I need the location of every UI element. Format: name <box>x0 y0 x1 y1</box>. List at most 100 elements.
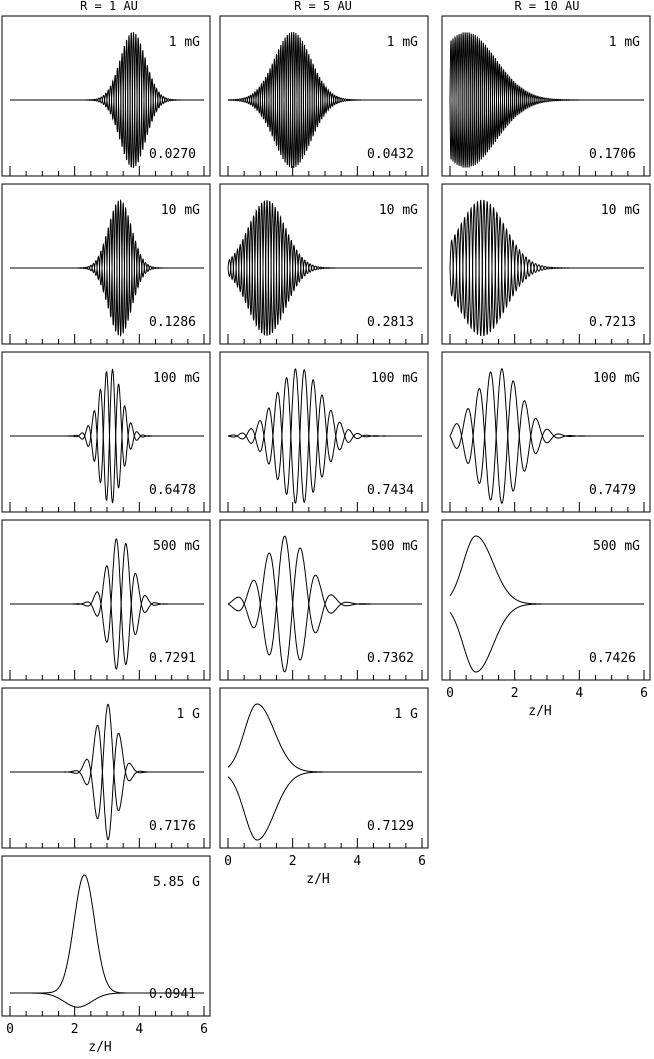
x-tick-label: 6 <box>200 1022 208 1037</box>
panels: 1 mG 0.0270 10 mG 0.1286 100 mG 0.6478 500 mG 0… <box>1 15 651 1017</box>
field-label: 5.85 G <box>153 875 200 890</box>
field-label: 10 mG <box>379 203 418 218</box>
value-label: 0.7176 <box>149 819 196 834</box>
x-tick-label: 2 <box>289 854 297 869</box>
series-lower <box>10 200 204 337</box>
field-label: 500 mG <box>153 539 200 554</box>
x-tick-label: 6 <box>640 686 648 701</box>
x-tick-label: 2 <box>71 1022 79 1037</box>
series-upper <box>10 703 204 820</box>
panel-frame <box>219 519 429 681</box>
column-title-5au: R = 5 AU <box>294 0 352 13</box>
panel-frame <box>441 183 651 345</box>
panel-r-10-au-500-mg: 500 mG 0.7426 <box>441 519 651 681</box>
x-tick-label: 0 <box>224 854 232 869</box>
panel-frame <box>441 15 651 177</box>
panel-r-1-au-100-mg: 100 mG 0.6478 <box>1 351 211 513</box>
panel-r-5-au-500-mg: 500 mG 0.7362 <box>219 519 429 681</box>
value-label: 0.1286 <box>149 315 196 330</box>
panel-frame <box>1 15 211 177</box>
value-label: 0.6478 <box>149 483 196 498</box>
series-upper <box>10 368 204 502</box>
field-label: 1 mG <box>387 35 418 50</box>
field-label: 100 mG <box>153 371 200 386</box>
panel-r-1-au-10-mg: 10 mG 0.1286 <box>1 183 211 345</box>
x-tick-label: 6 <box>418 854 426 869</box>
x-tick-label: 0 <box>6 1022 14 1037</box>
x-tick-label: 2 <box>511 686 519 701</box>
value-label: 0.7213 <box>589 315 636 330</box>
x-axis-label: z/H <box>88 1040 111 1055</box>
series-lower <box>10 724 204 841</box>
series-upper <box>227 703 422 773</box>
panel-r-10-au-1-mg: 1 mG 0.1706 <box>441 15 651 177</box>
series-upper <box>449 368 644 501</box>
series-lower <box>227 368 422 503</box>
field-label: 100 mG <box>371 371 418 386</box>
series-upper <box>10 538 204 666</box>
series-lower <box>227 771 422 841</box>
x-axis-label: z/H <box>528 704 551 719</box>
value-label: 0.0270 <box>149 147 196 162</box>
field-label: 1 G <box>395 707 419 722</box>
x-tick-label: 4 <box>353 854 361 869</box>
series-upper <box>10 874 204 994</box>
x-tick-label: 0 <box>446 686 454 701</box>
column-title-10au: R = 10 AU <box>514 0 579 13</box>
panel-r-10-au-100-mg: 100 mG 0.7479 <box>441 351 651 513</box>
x-axis-label: z/H <box>306 872 329 887</box>
series-lower <box>227 32 422 168</box>
panel-frame <box>219 687 429 849</box>
panel-r-1-au-1-g: 1 G 0.7176 <box>1 687 211 849</box>
panel-frame <box>441 351 651 513</box>
field-label: 1 mG <box>609 35 640 50</box>
panel-frame <box>219 15 429 177</box>
panel-frame <box>219 351 429 513</box>
field-label: 10 mG <box>161 203 200 218</box>
series-lower <box>227 200 422 336</box>
panel-frame <box>1 519 211 681</box>
field-label: 500 mG <box>371 539 418 554</box>
series-lower <box>10 992 204 1008</box>
panel-frame <box>1 855 211 1017</box>
panel-r-10-au-10-mg: 10 mG 0.7213 <box>441 183 651 345</box>
value-label: 0.7479 <box>589 483 636 498</box>
panel-r-1-au-5-85-g: 5.85 G 0.0941 <box>1 855 211 1017</box>
panel-r-1-au-1-mg: 1 mG 0.0270 <box>1 15 211 177</box>
value-label: 0.0941 <box>149 987 196 1002</box>
value-label: 0.7291 <box>149 651 196 666</box>
panel-r-5-au-1-g: 1 G 0.7129 <box>219 687 429 849</box>
value-label: 0.2813 <box>367 315 414 330</box>
x-tick-label: 4 <box>575 686 583 701</box>
panel-r-5-au-100-mg: 100 mG 0.7434 <box>219 351 429 513</box>
series-lower <box>449 603 644 673</box>
series-lower <box>449 199 644 337</box>
series-lower <box>10 370 204 504</box>
field-label: 500 mG <box>593 539 640 554</box>
value-label: 0.7434 <box>367 483 414 498</box>
panel-frame <box>1 687 211 849</box>
panel-frame <box>441 519 651 681</box>
field-label: 1 G <box>177 707 201 722</box>
value-label: 0.7362 <box>367 651 414 666</box>
field-label: 1 mG <box>169 35 200 50</box>
value-label: 0.0432 <box>367 147 414 162</box>
value-label: 0.1706 <box>589 147 636 162</box>
value-label: 0.7426 <box>589 651 636 666</box>
series-lower <box>10 32 204 168</box>
value-label: 0.7129 <box>367 819 414 834</box>
series-lower <box>449 371 644 504</box>
column-title-1au: R = 1 AU <box>80 0 138 13</box>
panel-frame <box>1 183 211 345</box>
panel-r-5-au-10-mg: 10 mG 0.2813 <box>219 183 429 345</box>
panel-frame <box>219 183 429 345</box>
series-lower <box>10 542 204 670</box>
axis-labels: 0 2 4 6 z/H 0 2 4 6 z/H 0 2 4 6 z/H <box>6 686 648 1055</box>
panel-r-5-au-1-mg: 1 mG 0.0432 <box>219 15 429 177</box>
panel-r-1-au-500-mg: 500 mG 0.7291 <box>1 519 211 681</box>
field-label: 100 mG <box>593 371 640 386</box>
field-label: 10 mG <box>601 203 640 218</box>
x-tick-label: 4 <box>135 1022 143 1037</box>
series-lower <box>227 535 422 661</box>
